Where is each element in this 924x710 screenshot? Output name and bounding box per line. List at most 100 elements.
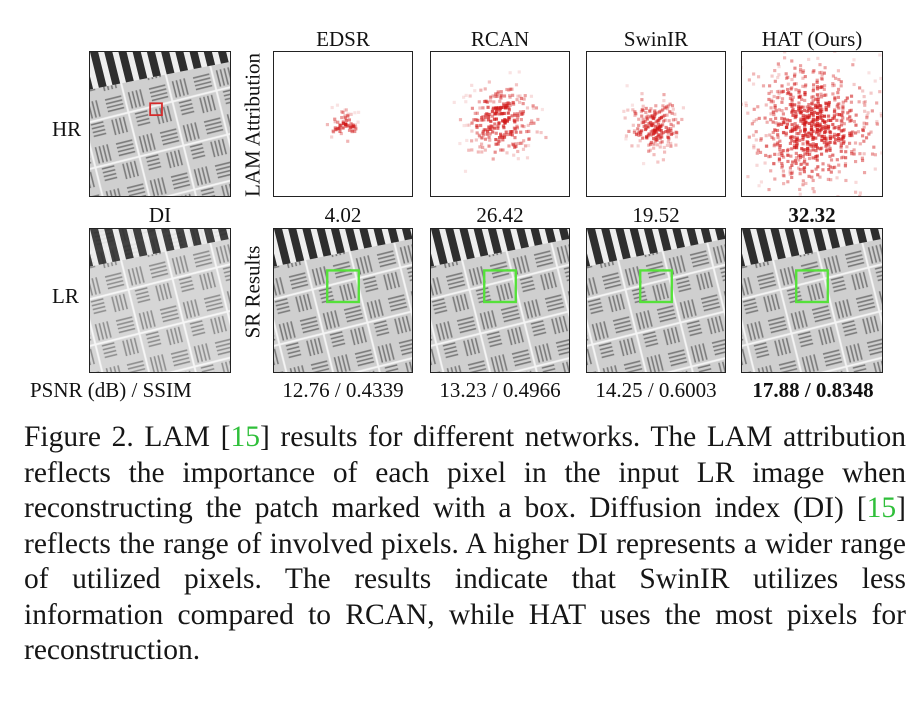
attribution-cell: [801, 118, 805, 122]
attribution-cell: [661, 108, 665, 112]
attribution-cell: [820, 73, 824, 77]
attribution-cell: [489, 95, 493, 99]
attribution-cell: [483, 99, 487, 103]
attribution-cell: [799, 105, 803, 109]
attribution-cell: [665, 143, 670, 147]
attribution-cell: [340, 116, 344, 120]
attribution-cell: [481, 106, 485, 110]
attribution-cell: [839, 149, 843, 153]
attribution-cell: [839, 123, 844, 127]
attribution-cell: [819, 92, 823, 96]
attribution-cell: [860, 156, 864, 160]
attribution-cell: [774, 109, 778, 113]
attribution-cell: [521, 147, 526, 151]
attribution-cell: [658, 136, 662, 140]
attribution-cell: [798, 187, 802, 192]
attribution-cell: [525, 106, 530, 110]
attribution-cell: [816, 102, 820, 106]
attribution-cell: [482, 118, 486, 122]
attribution-cell: [818, 71, 822, 75]
sr-result-rcan: [430, 228, 570, 373]
attribution-cell: [793, 72, 797, 76]
attribution-cell: [778, 144, 782, 148]
attribution-cell: [776, 75, 780, 80]
attribution-cell: [627, 129, 631, 133]
attribution-cell: [803, 123, 807, 127]
column-header-edsr: EDSR: [316, 27, 370, 51]
attribution-cell: [798, 153, 803, 158]
attribution-cell: [792, 82, 797, 86]
attribution-cell: [474, 118, 478, 122]
attribution-cell: [641, 117, 645, 121]
attribution-cell: [662, 99, 666, 103]
attribution-cell: [765, 120, 769, 124]
attribution-cell: [788, 172, 792, 176]
attribution-cell: [773, 79, 777, 83]
attribution-cell: [663, 113, 667, 118]
attribution-cell: [514, 142, 518, 146]
attribution-cell: [784, 131, 788, 135]
attribution-cell: [529, 121, 533, 126]
attribution-cell: [814, 156, 818, 160]
attribution-cell: [811, 144, 816, 148]
citation-link[interactable]: 15: [230, 421, 260, 453]
attribution-cell: [487, 135, 491, 139]
citation-link[interactable]: 15: [866, 492, 897, 524]
attribution-cell: [814, 136, 818, 140]
attribution-cell: [849, 100, 854, 104]
attribution-cell: [757, 184, 761, 188]
attribution-cell: [520, 141, 524, 145]
attribution-cell: [350, 130, 354, 134]
attribution-cell: [757, 116, 761, 120]
attribution-cell: [818, 85, 822, 90]
attribution-cell: [816, 165, 820, 169]
attribution-cell: [818, 175, 822, 179]
attribution-cell: [673, 112, 677, 116]
attribution-cell: [785, 91, 790, 96]
attribution-cell: [488, 96, 493, 100]
attribution-cell: [669, 128, 673, 132]
attribution-cell: [802, 167, 806, 171]
attribution-cell: [780, 151, 784, 155]
attribution-cell: [493, 150, 497, 154]
attribution-cell: [474, 138, 478, 142]
attribution-cell: [792, 143, 796, 147]
attribution-cell: [675, 131, 679, 135]
attribution-cell: [339, 123, 343, 128]
attribution-cell: [769, 112, 773, 116]
attribution-cell: [822, 93, 826, 97]
attribution-cell: [852, 152, 856, 156]
attribution-cell: [851, 130, 855, 134]
attribution-cell: [790, 123, 794, 127]
attribution-cell: [517, 70, 521, 74]
attribution-cell: [346, 112, 350, 116]
attribution-cell: [508, 71, 512, 75]
caption-part: Figure 2. LAM [: [24, 421, 231, 453]
attribution-cell: [772, 112, 776, 117]
attribution-cell: [353, 123, 357, 127]
attribution-cell: [815, 85, 820, 89]
attribution-cell: [840, 119, 844, 124]
attribution-cell: [811, 129, 815, 133]
attribution-cell: [662, 145, 666, 150]
attribution-cell: [661, 130, 665, 135]
attribution-cell: [844, 99, 848, 103]
attribution-cell: [522, 124, 526, 129]
attribution-cell: [818, 110, 822, 114]
attribution-cell: [649, 130, 653, 134]
attribution-cell: [638, 130, 642, 134]
attribution-cell: [499, 132, 503, 136]
attribution-cell: [484, 115, 488, 119]
attribution-cell: [647, 121, 651, 125]
attribution-cell: [875, 119, 879, 124]
attribution-cell: [784, 76, 789, 80]
attribution-cell: [499, 148, 503, 152]
attribution-cell: [338, 126, 342, 131]
attribution-cell: [343, 123, 348, 127]
attribution-cell: [497, 136, 502, 140]
attribution-cell: [476, 150, 480, 154]
attribution-cell: [827, 143, 831, 147]
attribution-cell: [824, 108, 828, 112]
attribution-cell: [662, 93, 666, 97]
attribution-cell: [797, 109, 801, 113]
